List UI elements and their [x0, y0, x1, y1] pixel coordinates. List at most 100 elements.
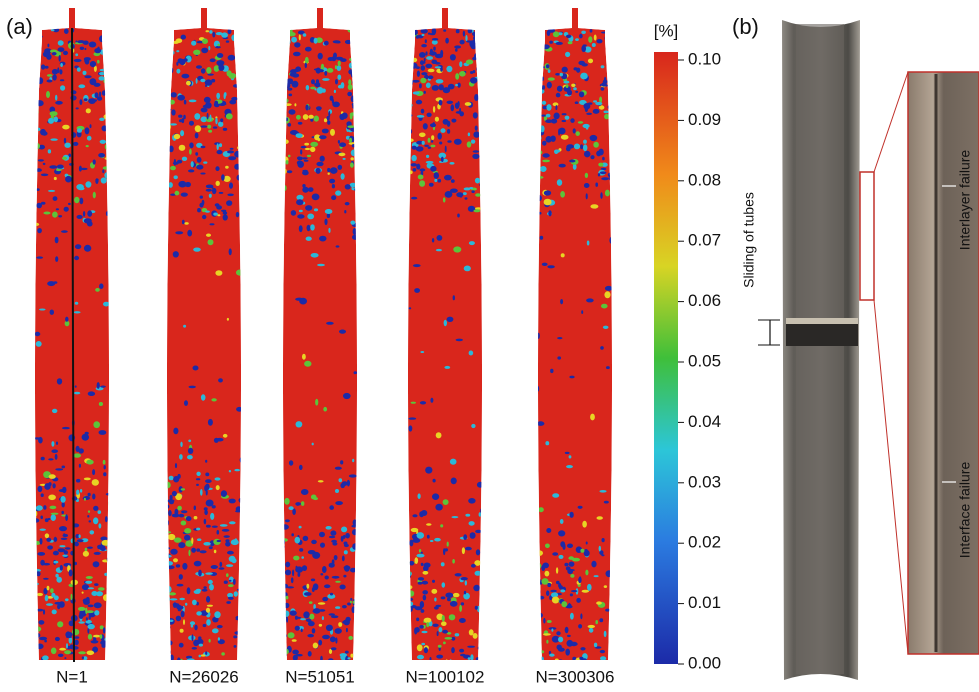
strain-spot: [421, 44, 427, 47]
strain-spot: [181, 611, 185, 618]
strain-spot: [426, 56, 433, 60]
strain-spot: [45, 595, 49, 601]
strain-spot: [226, 200, 232, 206]
strain-spot: [52, 69, 58, 75]
strain-spot: [49, 474, 56, 479]
strain-spot: [93, 421, 100, 428]
strain-spot: [47, 44, 49, 48]
strain-spot: [447, 129, 450, 134]
strain-spot: [286, 617, 288, 623]
strain-spot: [343, 575, 346, 578]
strain-spot: [453, 246, 461, 252]
strain-spot: [318, 602, 325, 605]
strain-spot: [348, 636, 353, 640]
strain-spot: [61, 230, 68, 233]
strain-spot: [355, 36, 360, 40]
strain-spot: [196, 589, 202, 592]
strain-spot: [302, 170, 309, 175]
strain-spot: [407, 624, 410, 629]
strain-spot: [205, 85, 207, 87]
strain-spot: [609, 645, 613, 649]
strain-spot: [237, 589, 242, 591]
strain-spot: [58, 215, 62, 217]
strain-spot: [84, 496, 90, 498]
strain-spot: [601, 304, 608, 309]
strain-spot: [168, 534, 175, 540]
strain-spot: [76, 107, 79, 109]
strain-spot: [590, 29, 593, 32]
strain-spot: [206, 596, 210, 603]
strain-spot: [64, 138, 66, 144]
strain-spot: [570, 593, 573, 596]
strain-spot: [441, 596, 446, 599]
strain-spot: [611, 590, 615, 595]
strain-spot: [176, 660, 179, 663]
strain-spot: [167, 596, 170, 602]
strain-spot: [166, 586, 172, 593]
strain-spot: [347, 92, 352, 97]
strain-spot: [84, 98, 88, 101]
strain-spot: [567, 544, 573, 549]
strain-spot: [84, 218, 92, 223]
strain-spot: [419, 180, 425, 187]
strain-spot: [209, 30, 212, 34]
strain-spot: [310, 147, 315, 152]
strain-spot: [599, 618, 603, 622]
strain-spot: [216, 93, 220, 99]
strain-spot: [575, 38, 579, 41]
strain-spot: [34, 583, 39, 585]
strain-spot: [212, 32, 215, 38]
strain-spot: [190, 621, 195, 625]
strain-spot: [296, 504, 298, 506]
strain-spot: [206, 619, 211, 626]
strain-spot: [329, 179, 335, 184]
strain-spot: [569, 160, 575, 163]
strain-spot: [561, 135, 569, 140]
strain-spot: [416, 100, 422, 105]
strain-spot: [312, 443, 314, 446]
strain-spot: [473, 36, 478, 41]
strain-spot: [421, 510, 427, 516]
strain-spot: [82, 592, 84, 594]
strain-spot: [187, 230, 192, 237]
strain-spot: [298, 122, 303, 125]
strain-spot: [281, 112, 287, 119]
strain-spot: [476, 657, 481, 661]
strain-spot: [209, 546, 213, 549]
strain-spot: [322, 566, 327, 573]
strain-spot: [187, 587, 191, 594]
strain-spot: [413, 264, 421, 267]
strain-spot: [103, 166, 111, 170]
strain-spot: [216, 205, 222, 209]
strain-spot: [566, 35, 571, 38]
strain-spot: [291, 37, 297, 43]
strain-spot: [418, 493, 421, 499]
strain-spot: [104, 465, 106, 469]
strain-spot: [546, 114, 551, 118]
strain-spot: [293, 52, 301, 57]
strain-spot: [52, 409, 57, 413]
strain-spot: [61, 538, 68, 540]
strain-spot: [442, 582, 446, 587]
strain-spot: [426, 83, 431, 89]
strain-spot: [184, 58, 188, 62]
strain-spot: [555, 73, 560, 76]
strain-spot: [452, 559, 455, 564]
strain-spot: [197, 538, 201, 541]
colorbar-tick-label: 0.02: [688, 533, 721, 552]
strain-spot: [50, 588, 54, 593]
strain-spot: [51, 648, 57, 655]
colorbar-tick-label: 0.00: [688, 653, 721, 672]
strain-spot: [557, 645, 562, 650]
strain-spot: [409, 108, 412, 113]
strain-spot: [180, 659, 183, 664]
strain-spot: [75, 385, 77, 387]
strain-spot: [51, 513, 59, 515]
strain-spot: [562, 120, 567, 122]
strain-spot: [234, 151, 241, 158]
strain-spot: [436, 79, 444, 83]
strain-spot: [342, 620, 348, 624]
strain-spot: [542, 263, 548, 266]
strain-spot: [549, 654, 554, 657]
strain-spot: [207, 605, 213, 607]
